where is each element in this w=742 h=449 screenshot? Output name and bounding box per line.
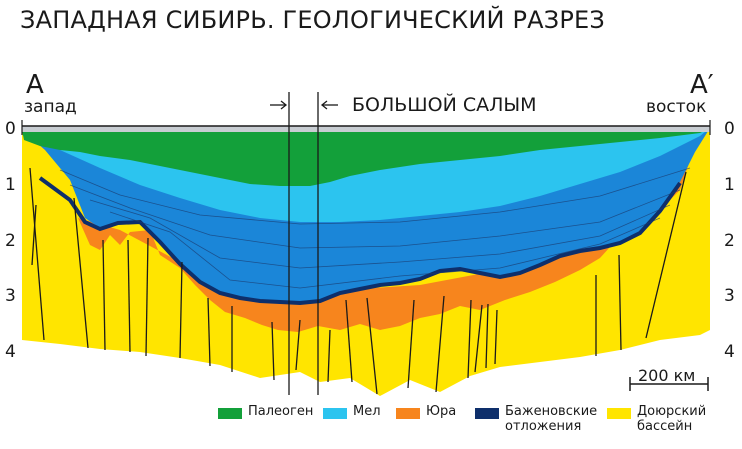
legend-label-prejurassic: Доюрский бассейн [637, 404, 707, 434]
legend-label-paleogene: Палеоген [248, 404, 314, 419]
depth-tick: 1 [5, 175, 16, 195]
depth-tick: 2 [724, 231, 735, 251]
legend-swatch-cretaceous [323, 408, 347, 419]
surface-band [22, 126, 710, 132]
depth-tick: 3 [724, 286, 735, 306]
section-start-letter: A [26, 70, 44, 100]
paleogene-layer [22, 128, 710, 186]
stratigraphic-lines [59, 167, 691, 289]
bazhenov-horizon [38, 176, 682, 306]
legend-swatch-prejurassic [607, 408, 631, 419]
legend-swatch-paleogene [218, 408, 242, 419]
page-title: ЗАПАДНАЯ СИБИРЬ. ГЕОЛОГИЧЕСКИЙ РАЗРЕЗ [20, 6, 605, 34]
legend-swatch-bazhenov [475, 408, 499, 419]
depth-tick: 4 [724, 342, 735, 362]
depth-tick: 4 [5, 342, 16, 362]
legend-label-cretaceous: Мел [353, 404, 381, 419]
legend-label-jurassic: Юра [426, 404, 457, 419]
scale-label: 200 км [638, 366, 696, 385]
depth-tick: 1 [724, 175, 735, 195]
legend-label-bazhenov: Баженовские отложения [505, 404, 598, 434]
fault-lines [29, 167, 687, 395]
east-label: восток [646, 97, 707, 117]
scale-bar [629, 377, 709, 391]
field-arrows [270, 100, 338, 110]
west-label: запад [24, 97, 77, 117]
depth-tick: 3 [5, 286, 16, 306]
field-label: БОЛЬШОЙ САЛЫМ [352, 94, 537, 116]
legend-swatch-jurassic [396, 408, 420, 419]
depth-tick: 0 [724, 119, 735, 139]
depth-tick: 0 [5, 119, 16, 139]
depth-tick: 2 [5, 231, 16, 251]
section-end-letter: A′ [690, 70, 714, 100]
